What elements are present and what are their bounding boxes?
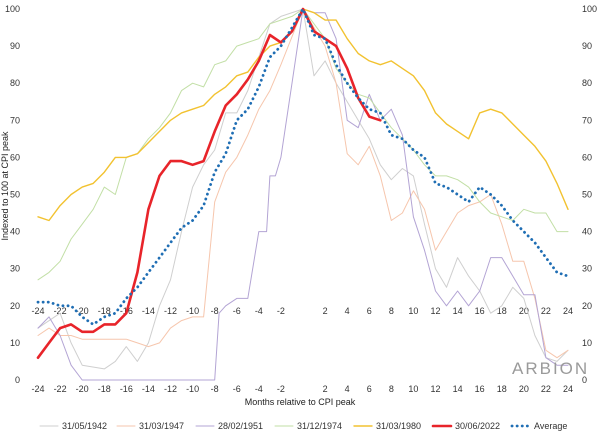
left-y-axis: 0 10 20 30 40 50 60 70 80 90 100 — [5, 4, 20, 385]
x-tick-label-bottom: -8 — [211, 384, 219, 394]
x-tick-label-bottom: -18 — [98, 384, 111, 394]
legend-item: 31/05/1942 — [39, 421, 107, 431]
brand-logo: ARBION — [512, 359, 589, 378]
x-tick-label-middle: -12 — [164, 306, 177, 316]
x-tick-label-middle: 20 — [519, 306, 529, 316]
y-tick-label-right: 0 — [582, 375, 587, 385]
y-tick-label-right: 60 — [582, 152, 592, 162]
x-tick-label-middle: 10 — [408, 306, 418, 316]
x-tick-label-middle: -10 — [186, 306, 199, 316]
y-tick-label-left: 10 — [10, 338, 20, 348]
x-tick-label-bottom: -6 — [233, 384, 241, 394]
x-tick-label-bottom: -4 — [255, 384, 263, 394]
x-tick-label-middle: 14 — [453, 306, 463, 316]
middle-x-axis: -24 -22 -20 -18 -16 -14 -12 -10 -8 -6 -4 -2 2 4 6 8 10 12… — [31, 306, 573, 316]
x-tick-label-bottom: -10 — [186, 384, 199, 394]
x-tick-label-middle: 12 — [430, 306, 440, 316]
x-tick-label-bottom: 18 — [497, 384, 507, 394]
x-tick-label-middle: -20 — [76, 306, 89, 316]
x-tick-label-middle: -14 — [142, 306, 155, 316]
x-tick-label-middle: 22 — [541, 306, 551, 316]
legend-label: 31/03/1947 — [139, 421, 184, 431]
x-tick-label-bottom: -16 — [120, 384, 133, 394]
x-tick-label-middle: 24 — [563, 306, 573, 316]
y-tick-label-right: 90 — [582, 41, 592, 51]
y-tick-label-right: 40 — [582, 227, 592, 237]
series-line-average — [36, 7, 570, 326]
y-tick-label-left: 70 — [10, 115, 20, 125]
y-tick-label-left: 90 — [10, 41, 20, 51]
x-tick-label-bottom: -24 — [31, 384, 44, 394]
x-tick-label-middle: -22 — [54, 306, 67, 316]
y-axis-title: Indexed to 100 at CPI peak — [0, 131, 10, 241]
legend-item: 31/03/1947 — [116, 421, 184, 431]
x-tick-label-middle: -2 — [277, 306, 285, 316]
series-line-31-05-1942 — [37, 8, 569, 370]
x-tick-label-bottom: 6 — [367, 384, 372, 394]
x-tick-label-bottom: 20 — [519, 384, 529, 394]
x-tick-label-middle: -18 — [98, 306, 111, 316]
y-tick-label-right: 100 — [582, 4, 597, 14]
x-tick-label-bottom: 4 — [345, 384, 350, 394]
x-tick-label-bottom: -22 — [54, 384, 67, 394]
legend-label: 30/06/2022 — [455, 421, 500, 431]
y-tick-label-left: 50 — [10, 190, 20, 200]
x-tick-label-middle: 16 — [475, 306, 485, 316]
x-tick-label-middle: 4 — [345, 306, 350, 316]
x-tick-label-middle: 18 — [497, 306, 507, 316]
y-tick-label-right: 10 — [582, 338, 592, 348]
y-tick-label-right: 70 — [582, 115, 592, 125]
x-tick-label-middle: 2 — [323, 306, 328, 316]
legend-item: 28/02/1951 — [195, 421, 263, 431]
x-tick-label-bottom: 12 — [430, 384, 440, 394]
x-tick-label-middle: -6 — [233, 306, 241, 316]
x-tick-label-bottom: -2 — [277, 384, 285, 394]
legend-item: 31/12/1974 — [274, 421, 342, 431]
y-tick-label-left: 40 — [10, 227, 20, 237]
legend-item: Average — [510, 421, 567, 431]
x-tick-label-bottom: 16 — [475, 384, 485, 394]
legend-label: 31/05/1942 — [62, 421, 107, 431]
y-tick-label-left: 60 — [10, 152, 20, 162]
legend-label: 31/03/1980 — [376, 421, 421, 431]
x-tick-label-middle: -8 — [211, 306, 219, 316]
legend-label: 28/02/1951 — [218, 421, 263, 431]
y-tick-label-left: 20 — [10, 301, 20, 311]
x-tick-label-bottom: 2 — [323, 384, 328, 394]
y-tick-label-left: 100 — [5, 4, 20, 14]
y-tick-label-left: 0 — [15, 375, 20, 385]
x-tick-label-bottom: 22 — [541, 384, 551, 394]
x-tick-label-middle: 6 — [367, 306, 372, 316]
y-tick-label-right: 80 — [582, 78, 592, 88]
x-tick-label-middle: -4 — [255, 306, 263, 316]
legend-label: Average — [534, 421, 567, 431]
series-line-28-02-1951 — [37, 8, 569, 381]
y-tick-label-right: 20 — [582, 301, 592, 311]
right-y-axis: 0 10 20 30 40 50 60 70 80 90 100 — [582, 4, 597, 385]
x-tick-label-bottom: -12 — [164, 384, 177, 394]
legend: 31/05/1942 31/03/1947 28/02/1951 31/12/1974… — [39, 421, 567, 431]
y-tick-label-right: 50 — [582, 190, 592, 200]
legend-label: 31/12/1974 — [297, 421, 342, 431]
legend-item: 31/03/1980 — [353, 421, 421, 431]
y-tick-label-left: 80 — [10, 78, 20, 88]
y-tick-label-right: 30 — [582, 264, 592, 274]
x-tick-label-bottom: -20 — [76, 384, 89, 394]
x-tick-label-bottom: 10 — [408, 384, 418, 394]
x-tick-label-middle: 8 — [389, 306, 394, 316]
series-layer — [36, 7, 570, 381]
x-tick-label-bottom: -14 — [142, 384, 155, 394]
x-tick-label-middle: -24 — [31, 306, 44, 316]
legend-item: 30/06/2022 — [431, 421, 500, 431]
bottom-x-axis: -24 -22 -20 -18 -16 -14 -12 -10 -8 -6 -4 -2 2 4 6 8 10 12… — [31, 384, 573, 394]
y-tick-label-left: 30 — [10, 264, 20, 274]
x-tick-label-bottom: 14 — [453, 384, 463, 394]
x-axis-title: Months relative to CPI peak — [245, 397, 356, 407]
x-tick-label-bottom: 24 — [563, 384, 573, 394]
x-tick-label-bottom: 8 — [389, 384, 394, 394]
